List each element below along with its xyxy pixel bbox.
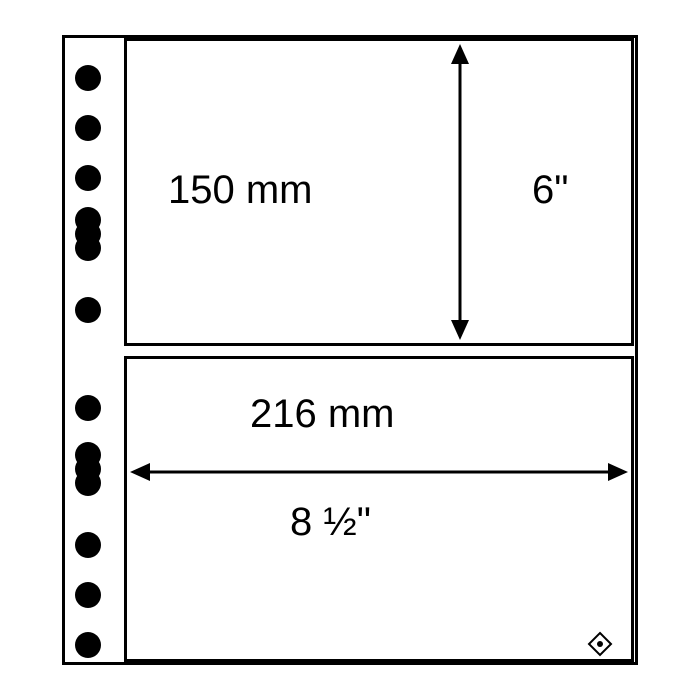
binding-hole xyxy=(75,532,101,558)
binding-hole xyxy=(75,115,101,141)
binding-hole xyxy=(75,235,101,261)
binding-hole xyxy=(75,395,101,421)
binding-hole xyxy=(75,65,101,91)
binding-hole xyxy=(75,470,101,496)
width-mm-label: 216 mm xyxy=(250,392,395,437)
binding-hole xyxy=(75,165,101,191)
height-inches-label: 6" xyxy=(532,168,568,213)
binding-hole xyxy=(75,297,101,323)
diagram-canvas: { "background_color": "#ffffff", "stroke… xyxy=(0,0,700,700)
binding-hole xyxy=(75,632,101,658)
width-inches-label: 8 ½" xyxy=(290,500,371,545)
height-mm-label: 150 mm xyxy=(168,168,313,213)
binding-hole xyxy=(75,582,101,608)
